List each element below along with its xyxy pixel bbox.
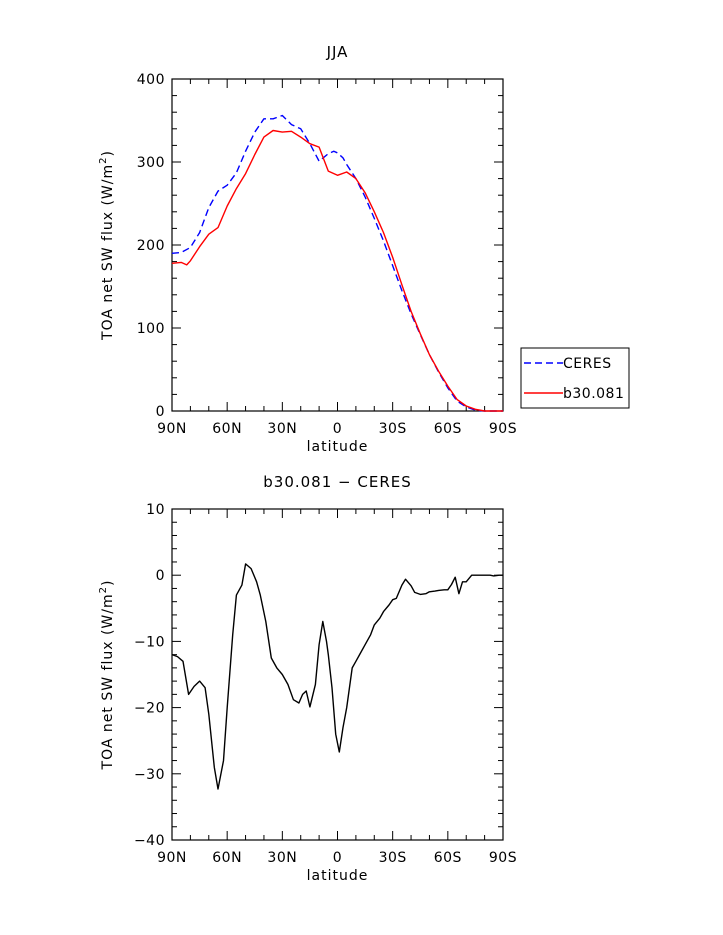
x-tick-label: 60N — [212, 421, 242, 437]
y-tick-label: −40 — [134, 833, 165, 849]
chart-title: b30.081 − CERES — [263, 473, 411, 491]
x-tick-label: 30S — [379, 850, 407, 866]
legend-label: CERES — [563, 356, 612, 372]
y-axis-label-end: ) — [100, 150, 116, 156]
y-tick-label: 0 — [156, 568, 165, 584]
y-tick-label: 100 — [137, 321, 165, 337]
x-tick-label: 90S — [489, 850, 517, 866]
y-tick-label: 300 — [137, 155, 165, 171]
x-tick-label: 60S — [434, 850, 462, 866]
y-tick-label: 400 — [137, 72, 165, 88]
y-axis-label-superscript: 2 — [98, 157, 109, 164]
y-axis-label: TOA net SW flux (W/m2) — [98, 150, 116, 341]
chart-panel-2: b30.081 − CERES 90N 60N 30N 0 30S 60S 90S −40 −30… — [98, 473, 517, 884]
y-tick-label: 10 — [146, 502, 165, 518]
y-axis-label-superscript: 2 — [98, 586, 109, 593]
series-line-b30-081 — [171, 129, 503, 412]
legend-label: b30.081 — [563, 386, 624, 402]
legend: CERES b30.081 — [520, 347, 630, 409]
y-axis-label-end: ) — [100, 580, 116, 586]
plot-frame — [171, 508, 504, 841]
x-axis-label: latitude — [307, 439, 369, 455]
y-tick-label: −10 — [134, 634, 165, 650]
chart-title: JJA — [326, 43, 349, 61]
x-axis-label: latitude — [307, 868, 369, 884]
y-tick-label: −30 — [134, 767, 165, 783]
x-tick-label: 30S — [379, 421, 407, 437]
x-tick-label: 60N — [212, 850, 242, 866]
series-line-difference — [171, 563, 503, 790]
x-tick-label: 0 — [333, 421, 342, 437]
y-axis-label-main: TOA net SW flux (W/m — [100, 164, 116, 341]
x-tick-label: 90N — [157, 850, 187, 866]
y-tick-label: 0 — [156, 404, 165, 420]
legend-box — [520, 347, 630, 409]
y-tick-label: 200 — [137, 238, 165, 254]
y-tick-label: −20 — [134, 701, 165, 717]
chart-panel-1: JJA 90N 60N 30N 0 30S 60S 90S 0 100 200 300 400 latit… — [98, 43, 630, 455]
y-axis-label: TOA net SW flux (W/m2) — [98, 580, 116, 771]
x-tick-label: 60S — [434, 421, 462, 437]
series-line-ceres — [171, 114, 503, 412]
y-axis-label-main: TOA net SW flux (W/m — [100, 593, 116, 770]
x-tick-label: 30N — [267, 421, 297, 437]
plot-frame — [171, 78, 504, 412]
x-tick-label: 30N — [267, 850, 297, 866]
x-tick-label: 90N — [157, 421, 187, 437]
x-tick-label: 90S — [489, 421, 517, 437]
x-tick-label: 0 — [333, 850, 342, 866]
